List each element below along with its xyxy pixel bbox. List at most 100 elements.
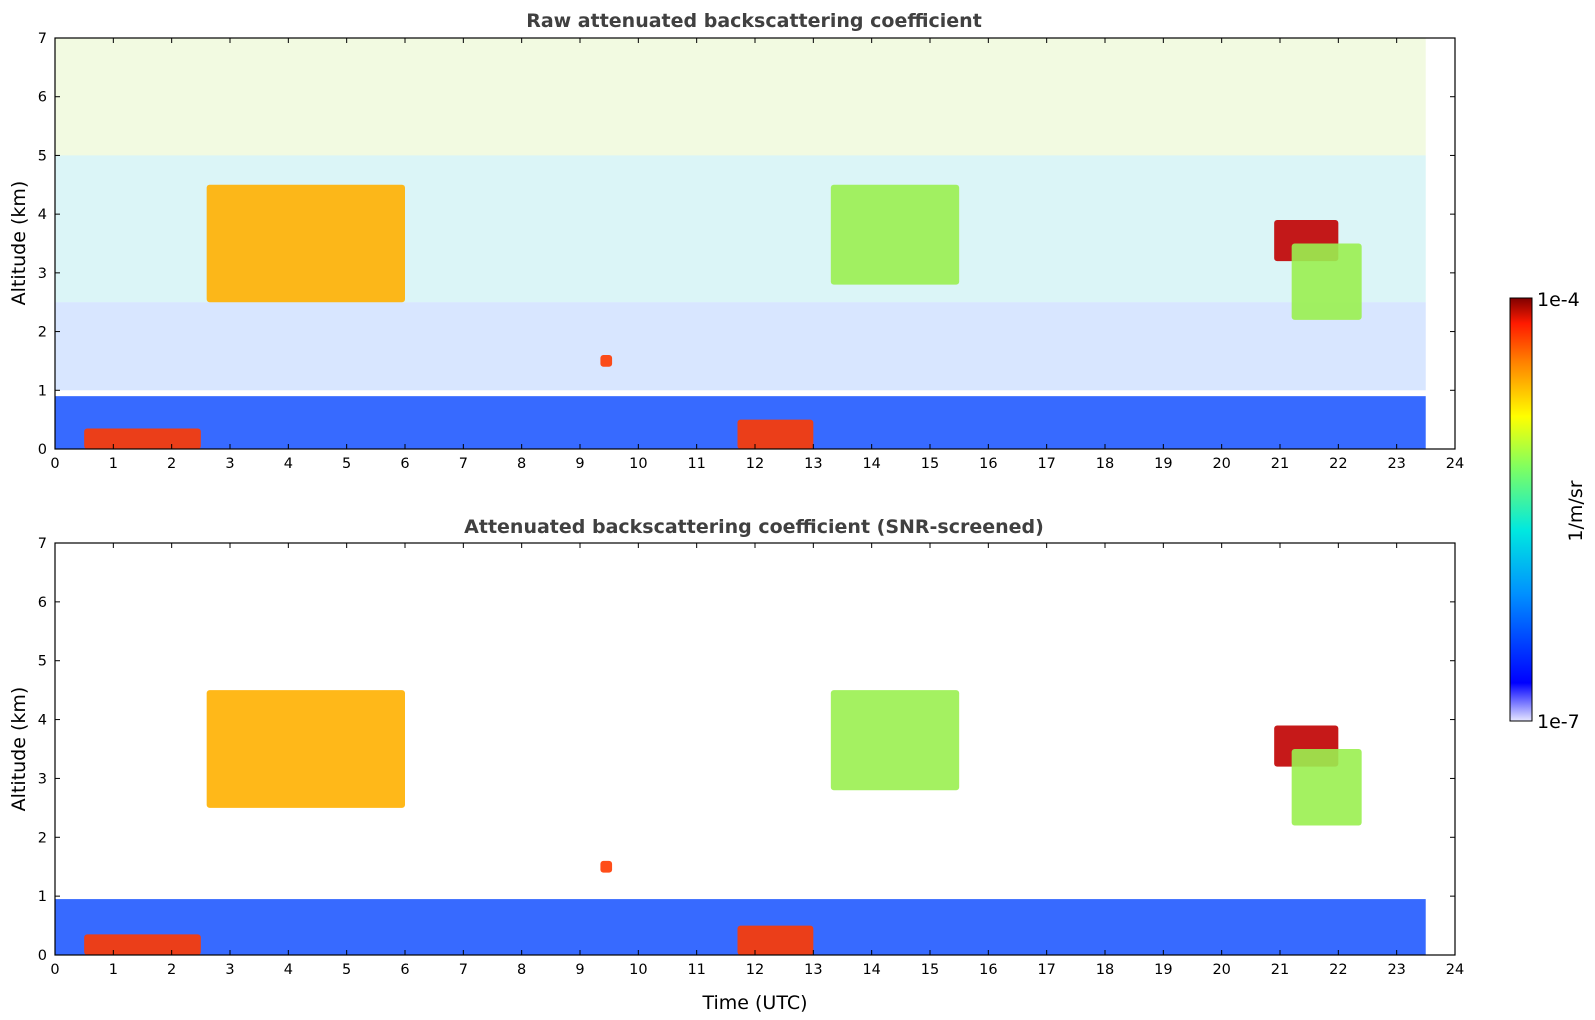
- top-y-axis-ticks: 0 1 2 3 4 5 6 7: [38, 31, 1455, 458]
- top-panel: Raw attenuated backscattering coefficien…: [8, 10, 1464, 472]
- top-feature-small-cloud: [600, 355, 613, 367]
- top-feature-low-cloud: [84, 428, 201, 449]
- top-y-tick-label: 7: [38, 31, 47, 47]
- colorbar-max-label: 1e-4: [1537, 289, 1580, 311]
- bottom-chart-title: Attenuated backscattering coefficient (S…: [464, 516, 1044, 538]
- bottom-x-tick-label: 22: [1329, 962, 1347, 978]
- top-heatmap: [55, 38, 1455, 449]
- top-x-tick-label: 14: [862, 456, 880, 472]
- bottom-y-tick-label: 7: [38, 536, 47, 552]
- bottom-x-tick-label: 14: [862, 962, 880, 978]
- bottom-x-tick-label: 23: [1387, 962, 1405, 978]
- bottom-x-tick-label: 19: [1154, 962, 1172, 978]
- top-y-tick-label: 3: [38, 266, 47, 282]
- bottom-feature-elevated-layer: [830, 690, 960, 791]
- top-x-tick-label: 21: [1271, 456, 1289, 472]
- bottom-panel: Attenuated backscattering coefficient (S…: [8, 516, 1464, 1014]
- bottom-feature-low-cloud: [84, 934, 201, 955]
- colorbar-unit-label: 1/m/sr: [1565, 480, 1587, 541]
- top-x-tick-label: 8: [517, 456, 526, 472]
- top-x-axis-ticks: 0 1 2 3 4 5 6 7 8 9 10 11 12 13 14 15 16 17 18 19 20 21 22 23 24: [50, 38, 1464, 472]
- top-x-tick-label: 15: [921, 456, 939, 472]
- top-noise-low: [55, 302, 1426, 391]
- bottom-feature-low-cloud: [737, 925, 814, 955]
- top-y-tick-label: 1: [38, 383, 47, 399]
- top-no-data-region: [1425, 38, 1455, 449]
- bottom-x-tick-label: 21: [1271, 962, 1289, 978]
- top-x-tick-label: 0: [50, 456, 59, 472]
- bottom-x-tick-label: 0: [50, 962, 59, 978]
- bottom-x-tick-label: 16: [979, 962, 997, 978]
- bottom-y-tick-label: 5: [38, 654, 47, 670]
- bottom-x-tick-label: 1: [109, 962, 118, 978]
- bottom-x-tick-label: 13: [804, 962, 822, 978]
- bottom-x-tick-label: 10: [629, 962, 647, 978]
- top-x-tick-label: 10: [629, 456, 647, 472]
- top-feature-elevated-layer: [830, 184, 960, 285]
- top-x-tick-label: 18: [1096, 456, 1114, 472]
- top-x-tick-label: 16: [979, 456, 997, 472]
- bottom-x-tick-label: 24: [1446, 962, 1464, 978]
- bottom-x-tick-label: 20: [1212, 962, 1230, 978]
- bottom-x-tick-label: 7: [459, 962, 468, 978]
- top-x-tick-label: 17: [1037, 456, 1055, 472]
- top-x-tick-label: 9: [575, 456, 584, 472]
- top-x-tick-label: 2: [167, 456, 176, 472]
- top-y-tick-label: 0: [38, 442, 47, 458]
- bottom-y-axis-label: Altitude (km): [8, 687, 30, 812]
- bottom-y-axis-ticks: 0 1 2 3 4 5 6 7: [38, 536, 1455, 964]
- top-x-tick-label: 13: [804, 456, 822, 472]
- bottom-y-tick-label: 6: [38, 595, 47, 611]
- top-x-tick-label: 3: [225, 456, 234, 472]
- bottom-x-tick-label: 8: [517, 962, 526, 978]
- bottom-x-tick-label: 4: [284, 962, 293, 978]
- bottom-x-tick-label: 2: [167, 962, 176, 978]
- bottom-feature-aerosol-patch: [1291, 749, 1362, 826]
- bottom-x-tick-label: 17: [1037, 962, 1055, 978]
- bottom-x-tick-label: 5: [342, 962, 351, 978]
- bottom-y-tick-label: 3: [38, 771, 47, 787]
- top-feature-aerosol-patch: [1291, 243, 1362, 320]
- colorbar-gradient: [1509, 297, 1533, 722]
- top-y-axis-label: Altitude (km): [8, 181, 30, 306]
- bottom-y-tick-label: 1: [38, 889, 47, 905]
- top-feature-low-cloud: [737, 419, 814, 449]
- colorbar: 1e-4 1e-7 1/m/sr: [1509, 289, 1587, 733]
- top-y-tick-label: 6: [38, 90, 47, 106]
- top-x-tick-label: 6: [400, 456, 409, 472]
- bottom-y-tick-label: 4: [38, 713, 47, 729]
- colorbar-min-label: 1e-7: [1537, 711, 1580, 733]
- top-y-tick-label: 5: [38, 148, 47, 164]
- top-feature-rising-aerosol-layer: [206, 184, 405, 303]
- top-x-tick-label: 24: [1446, 456, 1464, 472]
- bottom-x-axis-ticks: 0 1 2 3 4 5 6 7 8 9 10 11 12 13 14 15 16 17 18 19 20 21 22 23 24: [50, 543, 1464, 978]
- top-x-tick-label: 23: [1387, 456, 1405, 472]
- bottom-heatmap: [55, 543, 1455, 955]
- bottom-feature-rising-aerosol-layer: [206, 690, 405, 808]
- bottom-x-tick-label: 3: [225, 962, 234, 978]
- bottom-x-tick-label: 18: [1096, 962, 1114, 978]
- bottom-feature-small-cloud: [600, 860, 613, 873]
- bottom-no-data-region: [1425, 543, 1455, 955]
- bottom-x-tick-label: 6: [400, 962, 409, 978]
- top-y-tick-label: 4: [38, 207, 47, 223]
- top-chart-title: Raw attenuated backscattering coefficien…: [526, 10, 982, 32]
- top-y-tick-label: 2: [38, 325, 47, 341]
- top-x-tick-label: 4: [284, 456, 293, 472]
- top-noise-high: [55, 38, 1426, 156]
- bottom-y-tick-label: 0: [38, 948, 47, 964]
- top-x-tick-label: 19: [1154, 456, 1172, 472]
- top-x-tick-label: 5: [342, 456, 351, 472]
- top-x-tick-label: 11: [687, 456, 705, 472]
- x-axis-label: Time (UTC): [701, 992, 807, 1014]
- bottom-x-tick-label: 11: [687, 962, 705, 978]
- bottom-x-tick-label: 15: [921, 962, 939, 978]
- top-x-tick-label: 1: [109, 456, 118, 472]
- top-x-tick-label: 22: [1329, 456, 1347, 472]
- bottom-y-tick-label: 2: [38, 830, 47, 846]
- bottom-x-tick-label: 9: [575, 962, 584, 978]
- top-x-tick-label: 12: [746, 456, 764, 472]
- bottom-x-tick-label: 12: [746, 962, 764, 978]
- top-x-tick-label: 7: [459, 456, 468, 472]
